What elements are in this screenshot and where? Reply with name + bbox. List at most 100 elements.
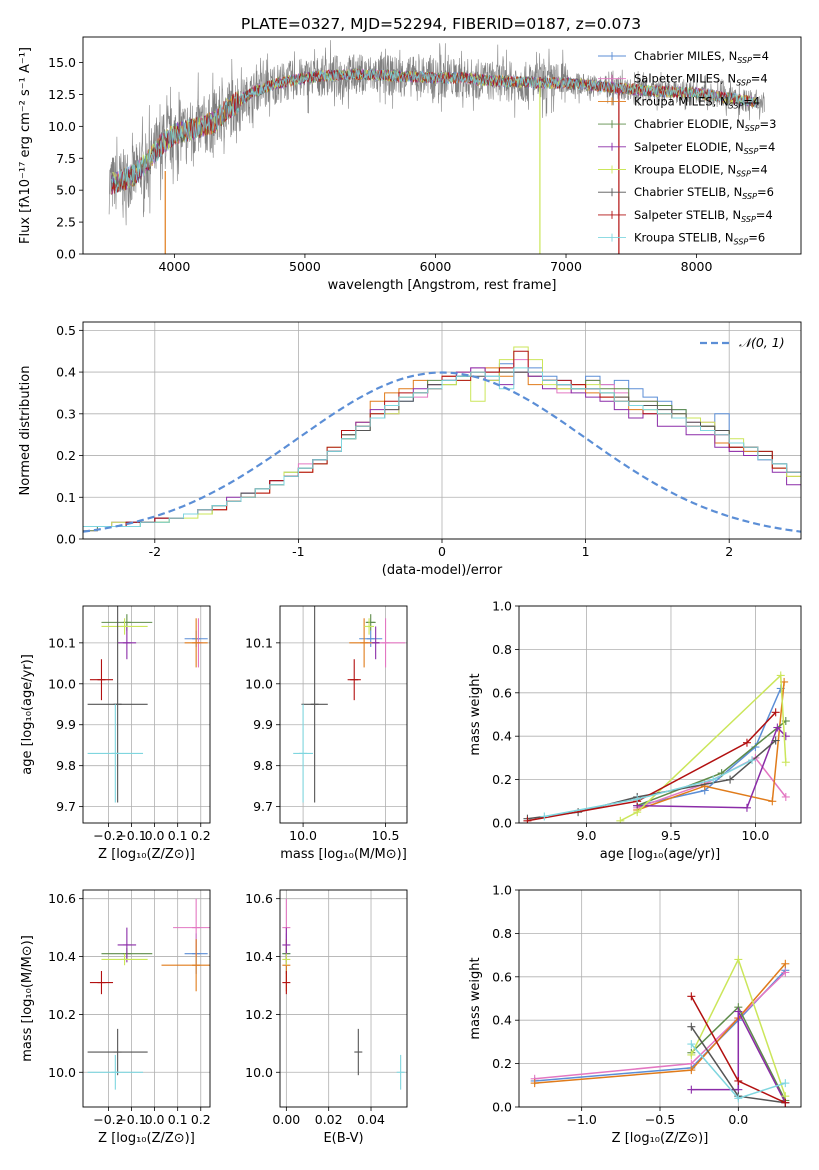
x-tick-label: −1.0 xyxy=(566,1112,596,1127)
y-tick-label: 0.8 xyxy=(492,642,512,657)
model-spectrum-kroupa_stelib xyxy=(111,68,757,194)
y-tick-label: 0.8 xyxy=(492,926,512,941)
x-tick-label: −0.2 xyxy=(93,1112,123,1127)
y-tick-label: 0.6 xyxy=(492,685,512,700)
legend-label-salpeter_elodie: Salpeter ELODIE, NSSP=4 xyxy=(634,140,775,156)
y-tick-label: 0.2 xyxy=(492,772,512,787)
x-tick-label: −0.1 xyxy=(116,1112,146,1127)
y-tick-label: 0.0 xyxy=(492,1100,512,1115)
y-tick-label: 0.6 xyxy=(492,969,512,984)
normal-curve xyxy=(83,371,801,533)
y-tick-label: 0.4 xyxy=(56,365,76,380)
x-tick-label: 0.0 xyxy=(728,1112,748,1127)
axes-frame xyxy=(279,889,408,1108)
x-tick-label: 0.0 xyxy=(145,1112,165,1127)
panel-mass_weight_vs_age: 9.0 9.5 10.0 0.0 0.2 0.4 0.6 0.8 1.0 age [log₁₀(a… xyxy=(468,599,802,862)
y-tick-label: 10.0 xyxy=(48,676,76,691)
x-tick-label: −0.5 xyxy=(645,1112,675,1127)
y-axis-label: Normed distribution xyxy=(18,366,33,496)
x-tick-label: 0.0 xyxy=(145,828,165,843)
y-tick-label: 9.9 xyxy=(56,717,76,732)
line-kroupa_miles xyxy=(534,963,786,1084)
line-kroupa_miles xyxy=(636,681,785,811)
x-tick-label: 8000 xyxy=(681,259,713,274)
y-tick-label: 9.9 xyxy=(253,717,273,732)
axes-frame xyxy=(82,36,802,255)
x-axis-label: Z [log₁₀(Z/Z⊙)] xyxy=(98,847,195,862)
y-tick-label: 9.8 xyxy=(56,758,76,773)
y-axis-label: mass weight xyxy=(468,957,483,1039)
plot-area-age_vs_Z xyxy=(87,606,208,803)
line-salpeter_elodie xyxy=(637,726,787,809)
panel-age_vs_Z: −0.2−0.10.0 0.1 0.2 9.7 9.8 9.9 10.0 10.1 Z [log… xyxy=(20,605,211,862)
x-axis-label: E(B-V) xyxy=(323,1131,363,1146)
histogram-kroupa_stelib xyxy=(83,367,801,527)
y-tick-label: 9.7 xyxy=(56,799,76,814)
y-tick-label: 0.5 xyxy=(56,323,76,338)
y-axis-label: mass [log₁₀(M/M⊙)] xyxy=(20,935,35,1062)
y-tick-label: 2.5 xyxy=(56,215,76,230)
x-tick-label: 0.04 xyxy=(357,1112,385,1127)
panel-residual_histogram: -2 -1 0 1 2 0.0 0.1 0.2 0.3 0.4 0.5 (data-model)/er… xyxy=(18,321,802,578)
y-tick-label: 10.0 xyxy=(48,1065,76,1080)
y-tick-label: 0.4 xyxy=(492,1013,512,1028)
x-tick-label: −0.1 xyxy=(116,828,146,843)
plot-area-age_vs_mass xyxy=(293,606,406,803)
y-tick-label: 10.4 xyxy=(48,949,76,964)
axes-frame xyxy=(82,605,211,824)
x-tick-label: 5000 xyxy=(289,259,321,274)
plot-area-mass_vs_ebv xyxy=(282,898,405,1090)
x-tick-label: 0.1 xyxy=(168,1112,188,1127)
plot-area-mass_vs_Z xyxy=(87,898,210,1090)
x-tick-label: 9.5 xyxy=(661,828,681,843)
axes-frame xyxy=(518,889,802,1108)
x-tick-label: 10.5 xyxy=(372,828,400,843)
y-tick-label: 0.2 xyxy=(492,1056,512,1071)
x-tick-label: -1 xyxy=(292,544,304,559)
x-tick-label: 0.00 xyxy=(272,1112,300,1127)
y-tick-label: 0.1 xyxy=(56,490,76,505)
x-tick-label: 0.1 xyxy=(168,828,188,843)
x-tick-label: 7000 xyxy=(550,259,582,274)
y-tick-label: 10.0 xyxy=(245,1065,273,1080)
panel-mass_weight_vs_Z: −1.0 −0.5 0.0 0.0 0.2 0.4 0.6 0.8 1.0 Z [log₁₀(Z/… xyxy=(468,883,802,1146)
panel-mass_vs_ebv: 0.00 0.02 0.04 10.0 10.2 10.4 10.6 E(B-V) xyxy=(245,889,408,1146)
y-tick-label: 1.0 xyxy=(492,883,512,898)
panels: 4000 5000 6000 7000 80000.02.55.07.510.012.5… xyxy=(18,36,802,1146)
x-axis-label: age [log₁₀(age/yr)] xyxy=(600,847,721,862)
legend-label-chabrier_miles: Chabrier MILES, NSSP=4 xyxy=(634,49,769,65)
y-tick-label: 10.1 xyxy=(48,635,76,650)
panel-mass_vs_Z: −0.2−0.10.0 0.1 0.2 10.0 10.2 10.4 10.6 Z [log₁… xyxy=(20,889,211,1146)
x-axis-label: (data-model)/error xyxy=(382,563,503,578)
y-tick-label: 10.0 xyxy=(48,119,76,134)
line-salpeter_miles xyxy=(534,971,786,1080)
y-tick-label: 5.0 xyxy=(56,183,76,198)
x-tick-label: 10.0 xyxy=(289,828,317,843)
y-tick-label: 0.0 xyxy=(56,532,76,547)
x-tick-label: 2 xyxy=(725,544,733,559)
x-axis-label: Z [log₁₀(Z/Z⊙)] xyxy=(612,1131,709,1146)
y-tick-label: 10.6 xyxy=(245,891,273,906)
x-axis-label: Z [log₁₀(Z/Z⊙)] xyxy=(98,1131,195,1146)
x-tick-label: −0.2 xyxy=(93,828,123,843)
line-kroupa_stelib xyxy=(544,759,753,818)
legend-label-kroupa_stelib: Kroupa STELIB, NSSP=6 xyxy=(634,231,765,247)
y-tick-label: 10.6 xyxy=(48,891,76,906)
x-tick-label: 0.02 xyxy=(315,1112,343,1127)
y-tick-label: 0.0 xyxy=(492,816,512,831)
y-tick-label: 0.3 xyxy=(56,406,76,421)
x-tick-label: -2 xyxy=(149,544,161,559)
y-tick-label: 9.8 xyxy=(253,758,273,773)
y-tick-label: 10.2 xyxy=(245,1007,273,1022)
panel-spectrum: 4000 5000 6000 7000 8000 0.0 2.5 5.0 7.5 10.0 12.5… xyxy=(18,36,802,293)
plot-area-mass_weight_vs_age xyxy=(523,671,790,823)
plot-area-mass_weight_vs_Z xyxy=(530,955,790,1107)
axes-frame xyxy=(82,321,802,540)
legend-label-salpeter_miles: Salpeter MILES, NSSP=4 xyxy=(634,72,768,88)
legend-label-salpeter_stelib: Salpeter STELIB, NSSP=4 xyxy=(634,208,773,224)
x-tick-label: 9.0 xyxy=(577,828,597,843)
line-kroupa_elodie xyxy=(619,673,787,822)
plot-area-spectrum xyxy=(108,40,765,254)
